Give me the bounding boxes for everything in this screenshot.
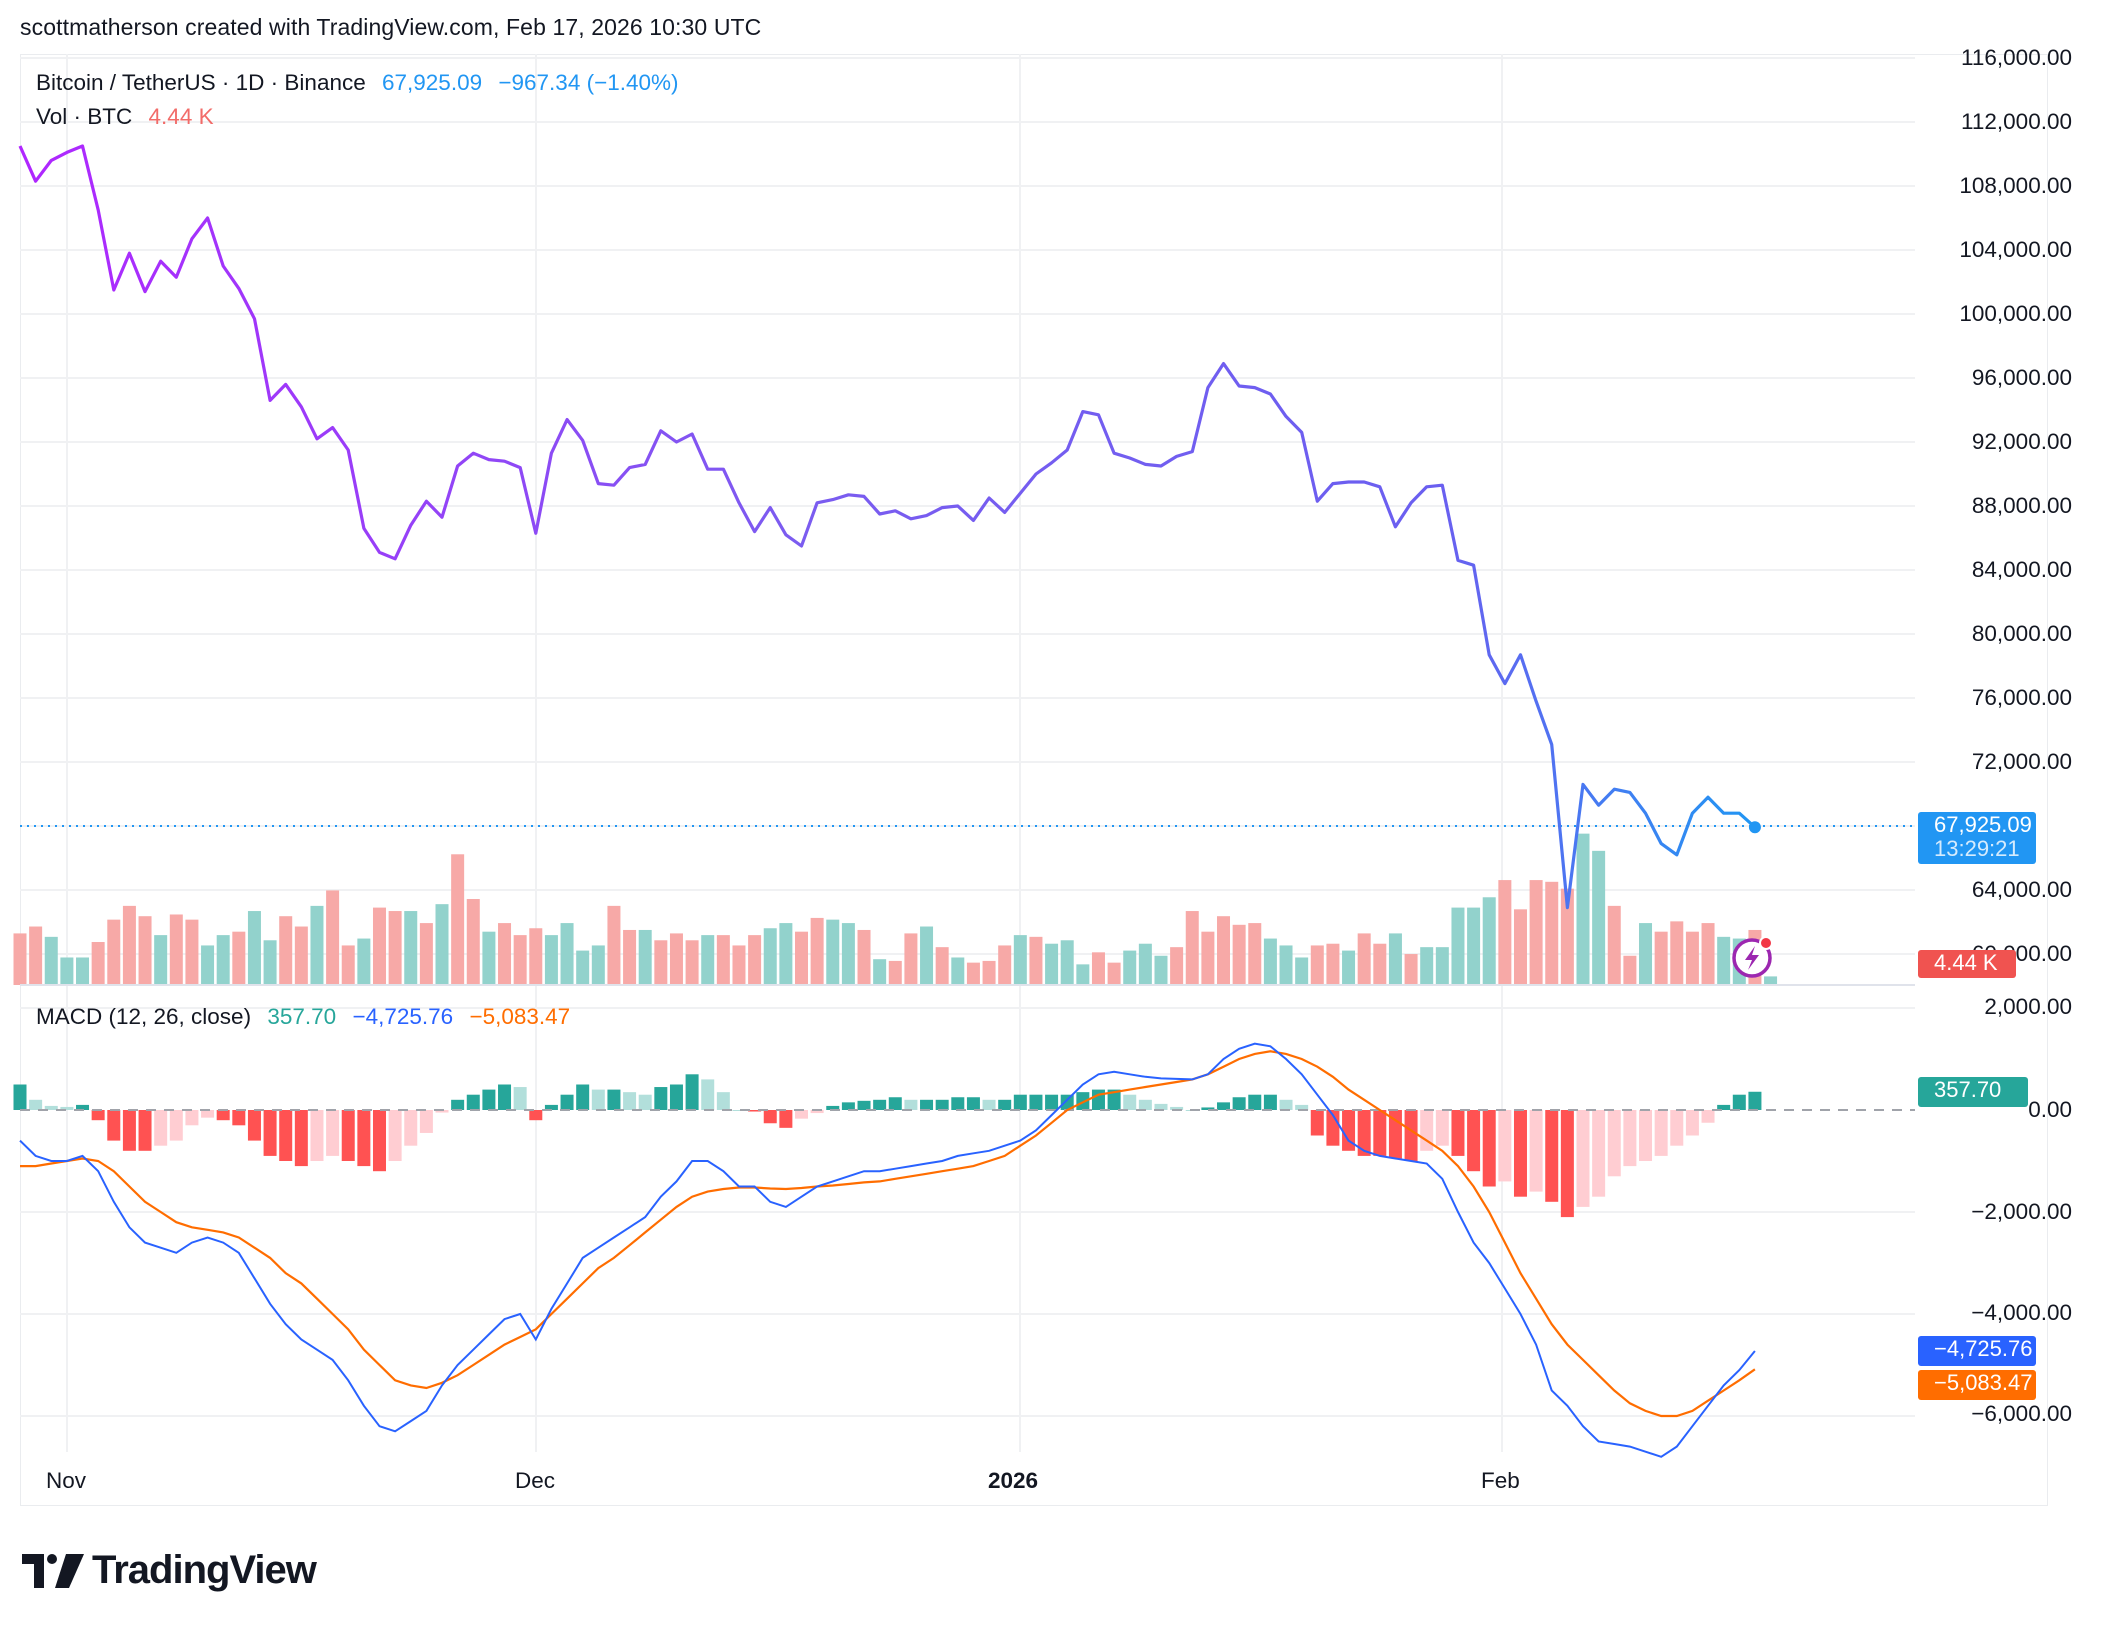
macd-legend[interactable]: MACD (12, 26, close) 357.70 −4,725.76 −5…	[36, 1004, 580, 1030]
price-tick: 112,000.00	[1961, 109, 2072, 134]
bar-countdown: 13:29:21	[1934, 836, 2020, 861]
last-price-value: 67,925.09	[382, 70, 483, 95]
tradingview-logo[interactable]: TradingView	[22, 1548, 317, 1593]
time-label-nov: Nov	[46, 1468, 87, 1493]
tradingview-logo-text: TradingView	[92, 1548, 317, 1592]
price-tick: 72,000.00	[1971, 749, 2072, 774]
macd-signal-value: −5,083.47	[469, 1004, 571, 1029]
macd-tick: 0.00	[2028, 1097, 2072, 1122]
macd-line-tag: −4,725.76	[1918, 1336, 2036, 1366]
volume-legend[interactable]: Vol · BTC 4.44 K	[36, 104, 224, 130]
macd-tick: −6,000.00	[1971, 1401, 2072, 1426]
macd-tick: −4,000.00	[1971, 1300, 2072, 1325]
price-tick: 108,000.00	[1959, 173, 2072, 198]
last-price-dot	[1748, 821, 1761, 834]
macd-histogram-tag: 357.70	[1918, 1077, 2028, 1107]
tradingview-logo-icon	[22, 1553, 84, 1588]
price-line	[18, 144, 1756, 910]
symbol-legend[interactable]: Bitcoin / TetherUS · 1D · Binance 67,925…	[36, 70, 689, 96]
volume-tag: 4.44 K	[1918, 950, 2016, 978]
chart-frame	[20, 54, 2048, 1506]
price-tick: 96,000.00	[1971, 365, 2072, 390]
signal-line	[20, 1050, 1756, 1418]
price-tick: 84,000.00	[1971, 557, 2072, 582]
price-tick: 92,000.00	[1971, 429, 2072, 454]
macd-line	[19, 1042, 1756, 1458]
price-tick: 88,000.00	[1971, 493, 2072, 518]
price-tick: 104,000.00	[1959, 237, 2072, 262]
lightning-alert-icon[interactable]	[1730, 934, 1776, 980]
time-label-feb: Feb	[1481, 1468, 1520, 1493]
price-tick: 80,000.00	[1971, 621, 2072, 646]
price-tick: 76,000.00	[1971, 685, 2072, 710]
macd-tick: −2,000.00	[1971, 1199, 2072, 1224]
price-change-value: −967.34 (−1.40%)	[498, 70, 679, 95]
macd-histogram	[13, 1074, 1762, 1218]
last-price-tag: 67,925.09 13:29:21	[1918, 812, 2036, 864]
gridlines	[20, 54, 1915, 1452]
time-label-dec: Dec	[515, 1468, 556, 1493]
price-tick: 64,000.00	[1971, 877, 2072, 902]
macd-line-value: −4,725.76	[352, 1004, 454, 1029]
last-price-tag-value: 67,925.09	[1934, 812, 2032, 837]
macd-signal-tag: −5,083.47	[1918, 1370, 2036, 1400]
volume-value: 4.44 K	[148, 104, 214, 129]
chart-attribution: scottmatherson created with TradingView.…	[20, 14, 762, 40]
price-tick: 100,000.00	[1959, 301, 2072, 326]
time-label-2026: 2026	[988, 1468, 1039, 1493]
price-tick: 116,000.00	[1961, 45, 2072, 70]
volume-bars	[13, 833, 1778, 985]
macd-histogram-value: 357.70	[267, 1004, 337, 1029]
macd-title: MACD (12, 26, close)	[36, 1004, 252, 1029]
volume-title: Vol · BTC	[36, 104, 133, 129]
macd-tick: 2,000.00	[1984, 994, 2072, 1019]
symbol-title: Bitcoin / TetherUS · 1D · Binance	[36, 70, 366, 95]
